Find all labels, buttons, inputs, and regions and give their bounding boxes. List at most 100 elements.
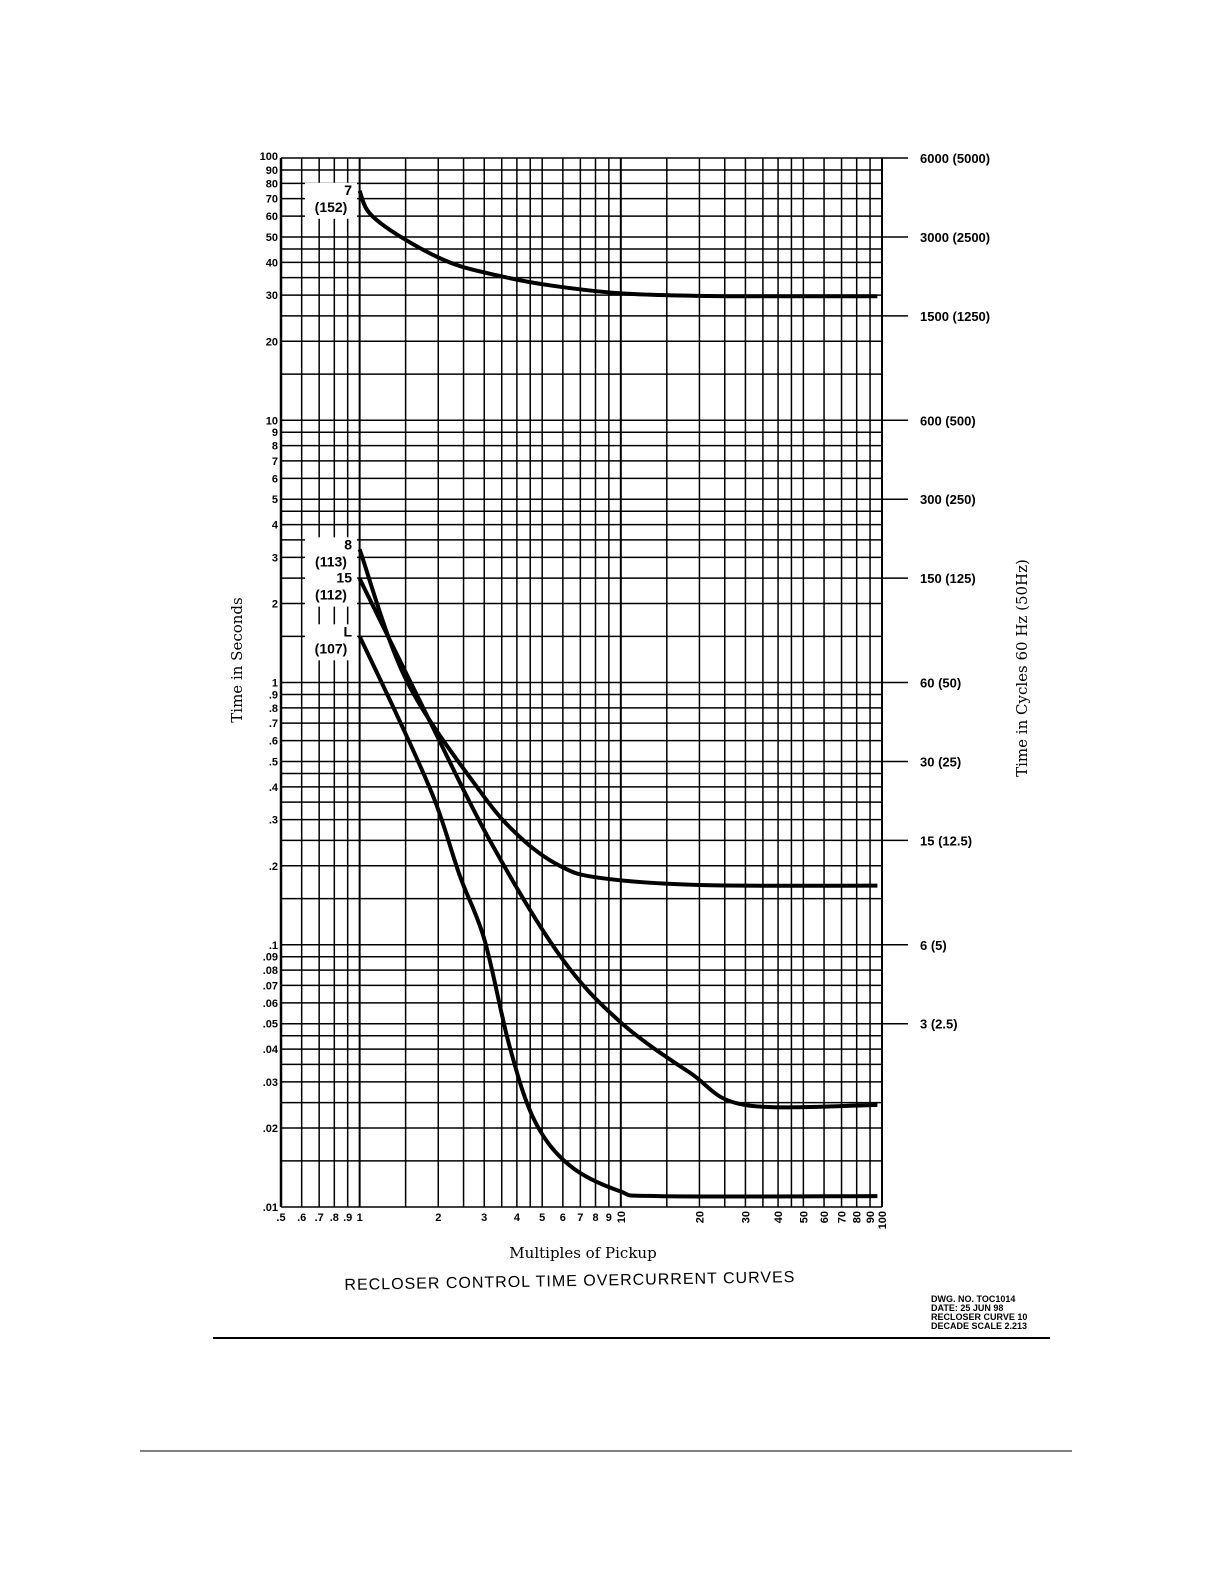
x-tick-label: 50 xyxy=(798,1211,810,1223)
y-tick-label: 30 xyxy=(266,290,278,302)
x-tick-label: 6 xyxy=(560,1212,566,1224)
grid xyxy=(279,157,883,1208)
x-tick-label: 70 xyxy=(837,1211,849,1223)
x-tick-label: 3 xyxy=(481,1212,487,1224)
x-tick-label: 100 xyxy=(877,1211,889,1229)
x-tick-label: .8 xyxy=(330,1212,339,1224)
y-tick-label: 90 xyxy=(266,165,278,177)
chart-title: RECLOSER CONTROL TIME OVERCURRENT CURVES xyxy=(344,1269,795,1294)
y-tick-label: .1 xyxy=(269,940,278,952)
curve-label-background xyxy=(305,182,357,219)
x-tick-label: 9 xyxy=(606,1212,612,1224)
y-tick-label: .01 xyxy=(263,1202,278,1214)
x-tick-label: .5 xyxy=(276,1212,285,1224)
right-tick-label: 1500 (1250) xyxy=(920,309,990,324)
curve-label-background xyxy=(305,624,357,661)
y-tick-label: 5 xyxy=(272,494,278,506)
x-tick-label: 60 xyxy=(819,1211,831,1223)
x-axis-label: Multiples of Pickup xyxy=(509,1244,656,1262)
x-tick-label: 40 xyxy=(773,1211,785,1223)
curve-8 xyxy=(357,548,878,888)
y-tick-label: 7 xyxy=(272,456,278,468)
y-axis-right-label: Time in Cycles 60 Hz (50Hz) xyxy=(1013,559,1031,777)
y-tick-label: 3 xyxy=(272,552,278,564)
x-tick-label: 5 xyxy=(539,1212,545,1224)
curve-label-code: (152) xyxy=(315,199,348,215)
curve-label-background xyxy=(305,570,357,607)
x-tick-label: 90 xyxy=(865,1211,877,1223)
y-tick-label: 9 xyxy=(272,427,278,439)
curve-label-name: 7 xyxy=(344,182,352,198)
y-tick-label: 80 xyxy=(266,178,278,190)
x-tick-label: 7 xyxy=(577,1212,583,1224)
drawing-info-block: DWG. NO. TOC1014 DATE: 25 JUN 98 RECLOSE… xyxy=(931,1294,1027,1331)
y-tick-label: .9 xyxy=(269,689,278,701)
right-tick-label: 30 (25) xyxy=(920,754,961,769)
curve-label-code: (112) xyxy=(315,587,347,603)
curve-label-code: (113) xyxy=(315,553,347,569)
curves xyxy=(357,189,878,1199)
curve-label-code: (107) xyxy=(315,640,348,656)
curve-15 xyxy=(357,577,878,1110)
y-tick-label: 8 xyxy=(272,441,278,453)
curve-label-name: L xyxy=(343,623,352,639)
y-tick-label: .08 xyxy=(263,965,278,977)
x-tick-label: 10 xyxy=(616,1211,628,1223)
drawing-scale: DECADE SCALE 2.213 xyxy=(931,1321,1027,1331)
y-tick-label: .7 xyxy=(269,718,278,730)
x-tick-label: 20 xyxy=(694,1211,706,1223)
y-tick-label: 40 xyxy=(266,257,278,269)
y-tick-label: .05 xyxy=(263,1019,278,1031)
x-tick-label: .7 xyxy=(315,1212,324,1224)
curve-label-name: 8 xyxy=(344,536,352,552)
x-tick-label: 80 xyxy=(852,1211,864,1223)
y-tick-label: .4 xyxy=(269,782,279,794)
labels: .5.6.7.8.9 1 2 3 4 5 6 7 8 9 10 20 30 40 50 60 70 80 90 100… xyxy=(260,151,990,1229)
right-tick-label: 600 (500) xyxy=(920,413,976,428)
x-tick-label: 30 xyxy=(740,1211,752,1223)
curve-label-background xyxy=(305,537,357,574)
curve-7 xyxy=(357,189,878,299)
y-tick-label: .06 xyxy=(263,998,278,1010)
y-tick-label: 6 xyxy=(272,473,278,485)
y-tick-label: .5 xyxy=(269,756,278,768)
x-tick-label: .6 xyxy=(297,1212,306,1224)
y-tick-label: .6 xyxy=(269,736,278,748)
right-tick-label: 3000 (2500) xyxy=(920,230,990,245)
right-tick-label: 6 (5) xyxy=(920,938,947,953)
x-tick-label: 8 xyxy=(592,1212,598,1224)
y-tick-label: 20 xyxy=(266,336,278,348)
right-tick-label: 15 (12.5) xyxy=(920,833,972,848)
x-tick-label: 4 xyxy=(514,1212,521,1224)
drawing-date: DATE: 25 JUN 98 xyxy=(931,1303,1003,1313)
y-tick-label: .03 xyxy=(263,1077,278,1089)
y-tick-label: 70 xyxy=(266,194,278,206)
y-tick-label: 60 xyxy=(266,211,278,223)
x-tick-label: 1 xyxy=(357,1212,363,1224)
y-tick-label: 2 xyxy=(272,599,278,611)
x-tick-label: .9 xyxy=(343,1212,352,1224)
curve-l xyxy=(357,635,878,1199)
x-tick-label: 2 xyxy=(435,1212,441,1224)
y-axis-label: Time in Seconds xyxy=(228,597,246,722)
y-tick-label: 1 xyxy=(272,678,278,690)
y-tick-label: .8 xyxy=(269,703,278,715)
y-tick-label: .2 xyxy=(269,861,278,873)
right-tick-label: 6000 (5000) xyxy=(920,151,990,166)
y-tick-label: .02 xyxy=(263,1123,278,1135)
y-tick-label: .3 xyxy=(269,815,278,827)
right-tick-label: 60 (50) xyxy=(920,676,961,691)
y-tick-label: 50 xyxy=(266,232,278,244)
y-tick-label: 100 xyxy=(260,151,278,163)
y-tick-label: .07 xyxy=(263,980,278,992)
right-tick-label: 3 (2.5) xyxy=(920,1017,958,1032)
y-tick-label: .04 xyxy=(263,1044,279,1056)
y-tick-label: .09 xyxy=(263,952,278,964)
right-tick-label: 300 (250) xyxy=(920,492,976,507)
drawing-number: DWG. NO. TOC1014 xyxy=(931,1294,1015,1304)
curve-label-name: 15 xyxy=(336,570,352,586)
right-tick-label: 150 (125) xyxy=(920,571,976,586)
y-tick-label: 10 xyxy=(266,415,278,427)
